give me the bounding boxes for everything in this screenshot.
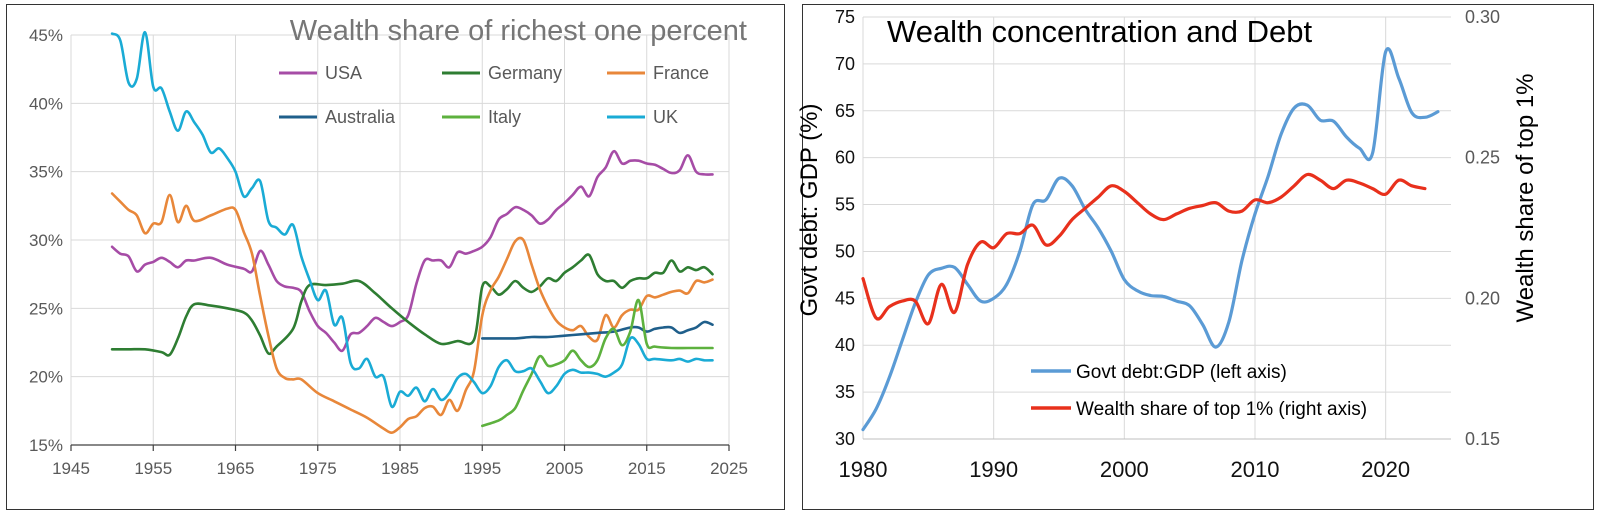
y-tick-label: 35% bbox=[29, 163, 63, 182]
y-left-tick-label: 55 bbox=[835, 195, 855, 215]
legend-label: Australia bbox=[325, 107, 396, 127]
legend-label: Italy bbox=[488, 107, 521, 127]
y-left-tick-label: 75 bbox=[835, 7, 855, 27]
legend-label: Govt debt:GDP (left axis) bbox=[1076, 362, 1287, 383]
x-tick-label: 1985 bbox=[381, 459, 419, 478]
y-tick-label: 30% bbox=[29, 231, 63, 250]
x-tick-label: 1980 bbox=[839, 457, 888, 482]
series-line-uk bbox=[110, 30, 714, 409]
x-tick-label: 2020 bbox=[1361, 457, 1410, 482]
x-tick-label: 2010 bbox=[1231, 457, 1280, 482]
wealth-share-chart: 15% 20% 25% 30% 35% 40% 45% 1945 1955 1965 1975 198… bbox=[29, 15, 748, 478]
y-tick-label: 40% bbox=[29, 94, 63, 113]
y-tick-label: 45% bbox=[29, 26, 63, 45]
y-right-tick-label: 0.25 bbox=[1465, 148, 1500, 168]
wealth-debt-chart: 30 35 40 45 50 55 60 65 70 75 0.15 0.20 0.25 0.30 1980… bbox=[796, 7, 1539, 482]
x-tick-label: 1975 bbox=[299, 459, 337, 478]
x-tick-label: 2015 bbox=[628, 459, 666, 478]
x-tick-label: 2000 bbox=[1100, 457, 1149, 482]
series-line-germany bbox=[110, 253, 714, 357]
y-right-tick-label: 0.30 bbox=[1465, 7, 1500, 27]
y-left-tick-label: 30 bbox=[835, 429, 855, 449]
y-left-tick-label: 65 bbox=[835, 101, 855, 121]
y-left-tick-label: 70 bbox=[835, 54, 855, 74]
x-tick-label: 2025 bbox=[710, 459, 748, 478]
y-left-tick-label: 35 bbox=[835, 382, 855, 402]
y-tick-label: 20% bbox=[29, 368, 63, 387]
legend-label: Germany bbox=[488, 63, 562, 83]
x-tick-label: 1990 bbox=[969, 457, 1018, 482]
series-line-france bbox=[110, 192, 714, 435]
legend-label: UK bbox=[653, 107, 678, 127]
y-left-axis-label: Govt debt: GDP (%) bbox=[796, 104, 823, 317]
wealth-series-line bbox=[861, 172, 1427, 326]
x-tick-label: 1945 bbox=[52, 459, 90, 478]
y-left-tick-label: 45 bbox=[835, 288, 855, 308]
series-line-italy bbox=[481, 298, 714, 428]
chart-title: Wealth concentration and Debt bbox=[887, 14, 1312, 49]
series-line-australia bbox=[481, 320, 714, 340]
y-left-tick-label: 50 bbox=[835, 241, 855, 261]
legend-label: Wealth share of top 1% (right axis) bbox=[1076, 399, 1367, 420]
x-tick-label: 1995 bbox=[463, 459, 501, 478]
series-line-usa bbox=[110, 149, 714, 353]
y-tick-label: 15% bbox=[29, 436, 63, 455]
y-right-tick-label: 0.15 bbox=[1465, 429, 1500, 449]
x-tick-label: 1955 bbox=[134, 459, 172, 478]
x-tick-label: 1965 bbox=[217, 459, 255, 478]
debt-series-line bbox=[861, 47, 1440, 432]
y-right-axis-label: Wealth share of top 1% bbox=[1512, 73, 1539, 322]
y-left-tick-label: 60 bbox=[835, 148, 855, 168]
left-chart-panel: 15% 20% 25% 30% 35% 40% 45% 1945 1955 1965 1975 198… bbox=[6, 4, 785, 510]
y-right-tick-label: 0.20 bbox=[1465, 288, 1500, 308]
legend-label: France bbox=[653, 63, 709, 83]
y-tick-label: 25% bbox=[29, 299, 63, 318]
right-chart-panel: 30 35 40 45 50 55 60 65 70 75 0.15 0.20 0.25 0.30 1980… bbox=[796, 4, 1594, 510]
y-left-tick-label: 40 bbox=[835, 335, 855, 355]
chart-title: Wealth share of richest one percent bbox=[290, 15, 747, 47]
legend-label: USA bbox=[325, 63, 362, 83]
x-tick-label: 2005 bbox=[546, 459, 584, 478]
